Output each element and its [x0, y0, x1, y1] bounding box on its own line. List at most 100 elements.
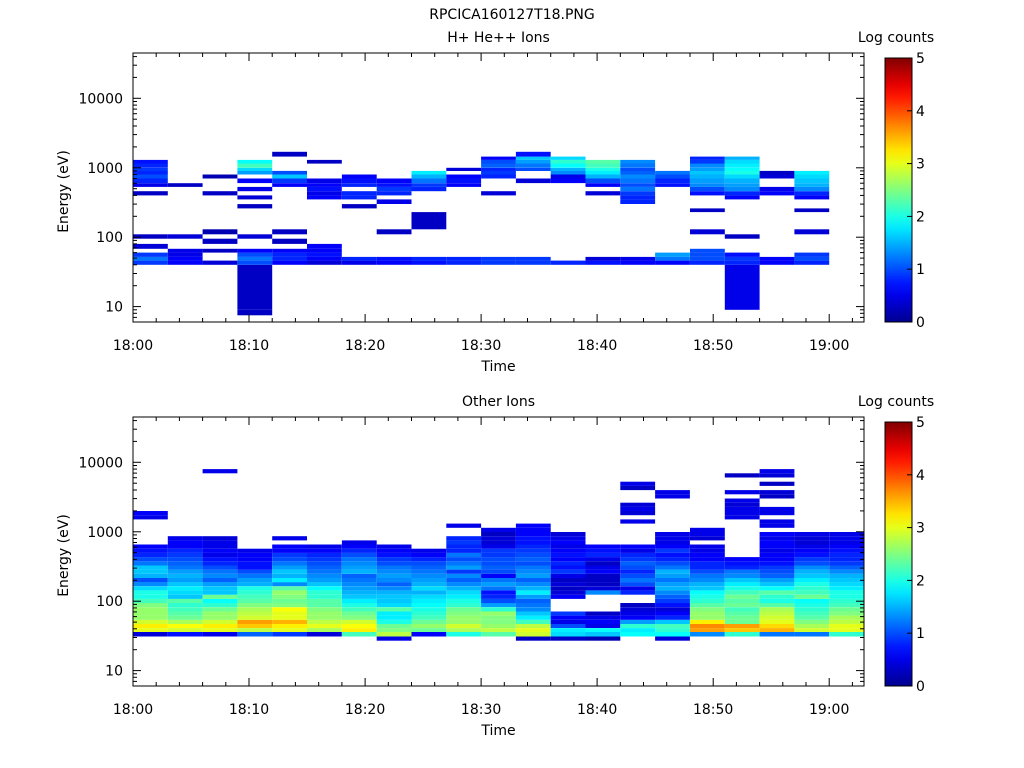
heatmap-cell	[202, 260, 238, 265]
heatmap-cell	[655, 615, 690, 620]
heatmap-cell	[341, 204, 377, 209]
heatmap-cell	[655, 532, 690, 537]
heatmap-cell	[272, 573, 307, 578]
heatmap-cell	[550, 532, 586, 537]
heatmap-cell	[481, 167, 516, 171]
heatmap-cell	[759, 565, 795, 570]
heatmap-cell	[446, 544, 482, 549]
heatmap-cell	[515, 598, 551, 604]
heatmap-cell	[167, 632, 203, 637]
colorbar-tick-label: 5	[916, 415, 925, 431]
heatmap-cell	[133, 569, 168, 574]
heatmap-cell	[237, 260, 273, 265]
heatmap-cell	[690, 548, 725, 553]
heatmap-cell	[550, 548, 586, 553]
heatmap-cell	[759, 594, 795, 599]
heatmap-cell	[307, 628, 342, 632]
heatmap-cell	[307, 243, 342, 249]
heatmap-cell	[759, 578, 795, 583]
heatmap-cell	[585, 548, 621, 553]
heatmap-cell	[481, 561, 516, 566]
heatmap-cell	[237, 632, 273, 637]
heatmap-cell	[655, 603, 690, 608]
heatmap-cell	[133, 552, 168, 558]
y-axis: 10 100 1000 10000 Energy (eV)	[56, 420, 864, 687]
heatmap-cell	[481, 527, 516, 532]
heatmap-cell	[237, 309, 273, 316]
heatmap-cell	[481, 174, 516, 179]
heatmap-cell	[272, 536, 307, 541]
heatmap-cell	[829, 544, 864, 549]
x-tick-label: 18:50	[693, 338, 733, 354]
heatmap-cell	[655, 623, 690, 628]
heatmap-cell	[550, 163, 586, 168]
heatmap-cell	[655, 586, 690, 591]
heatmap-cell	[690, 619, 725, 624]
heatmap-cell	[620, 178, 656, 184]
heatmap-cell	[759, 590, 795, 595]
heatmap-cell	[272, 623, 307, 628]
heatmap-cell	[620, 186, 656, 192]
heatmap-cell	[481, 557, 516, 562]
heatmap-cell	[133, 607, 168, 612]
heatmap-cell	[307, 557, 342, 562]
heatmap-cell	[307, 252, 342, 257]
heatmap-cell	[690, 628, 725, 632]
heatmap-cell	[759, 557, 795, 562]
heatmap-cell	[237, 204, 273, 209]
heatmap-cell	[167, 540, 203, 545]
heatmap-cell	[376, 623, 412, 628]
heatmap-cell	[307, 569, 342, 574]
x-tick-label: 18:30	[461, 702, 501, 718]
heatmap-cell	[794, 569, 830, 574]
heatmap-cell	[202, 540, 238, 545]
heatmap-cell	[481, 582, 516, 587]
heatmap-cell	[133, 628, 168, 632]
heatmap-cell	[655, 611, 690, 616]
heatmap-cell	[515, 523, 551, 528]
heatmap-cell	[655, 569, 690, 574]
heatmap-cell	[376, 229, 412, 235]
heatmap-cell	[376, 256, 412, 261]
heatmap-cell	[724, 573, 760, 578]
heatmap-cell	[620, 256, 656, 261]
heatmap-cell	[724, 628, 760, 632]
heatmap-cell	[690, 229, 725, 235]
heatmap-cell	[307, 183, 342, 187]
heatmap-cell	[411, 611, 447, 616]
heatmap-cell	[620, 170, 656, 175]
x-axis: 18:00 18:10 18:20 18:30 18:40 18:50 19:00 Time	[113, 53, 853, 375]
heatmap-cell	[133, 515, 168, 520]
heatmap-cell	[690, 603, 725, 608]
heatmap-cell	[272, 632, 307, 637]
heatmap-cell	[724, 498, 760, 503]
heatmap-cell	[341, 623, 377, 628]
heatmap-cell	[481, 628, 516, 632]
heatmap-cell	[167, 260, 203, 265]
heatmap-cell	[759, 552, 795, 558]
heatmap-cell	[481, 256, 516, 261]
heatmap-cell	[585, 159, 621, 164]
heatmap-cell	[167, 536, 203, 541]
heatmap-cell	[481, 540, 516, 545]
heatmap-cell	[515, 594, 551, 599]
heatmap-cell	[724, 502, 760, 507]
heatmap-cell	[620, 183, 656, 187]
heatmap-cell	[237, 186, 273, 192]
heatmap-cell	[446, 540, 482, 545]
heatmap-cell	[446, 561, 482, 566]
heatmap-cell	[620, 603, 656, 608]
heatmap-cell	[655, 565, 690, 570]
heatmap-cell	[794, 565, 830, 570]
heatmap-cell	[133, 586, 168, 591]
heatmap-cell	[759, 186, 795, 192]
heatmap-cell	[620, 544, 656, 549]
heatmap-cell	[829, 628, 864, 632]
heatmap-cell	[515, 615, 551, 620]
heatmap-cell	[481, 578, 516, 583]
heatmap-cell	[620, 260, 656, 265]
heatmap-cell	[829, 582, 864, 587]
heatmap-cell	[167, 611, 203, 616]
heatmap-cell	[237, 623, 273, 628]
heatmap-cell	[481, 611, 516, 616]
